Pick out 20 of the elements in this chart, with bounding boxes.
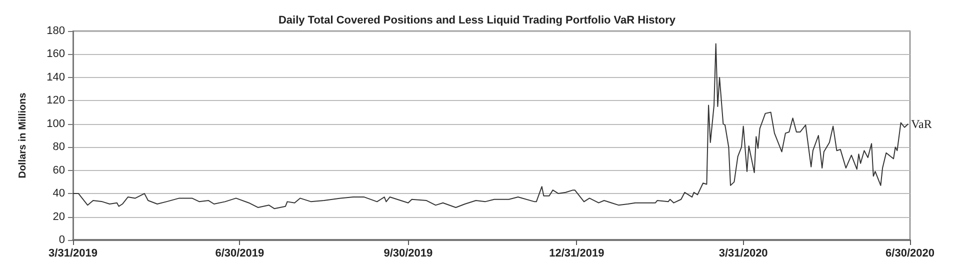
y-tick-label: 80 — [52, 141, 65, 154]
y-tick-label: 120 — [46, 94, 65, 107]
x-tick-label: 6/30/2019 — [215, 248, 264, 260]
y-tick-label: 180 — [46, 25, 65, 37]
y-tick-label: 40 — [52, 188, 65, 200]
line-series — [72, 43, 909, 210]
y-tick-label: 0 — [58, 234, 65, 246]
y-tick-label: 160 — [46, 48, 65, 60]
y-tick-label: 60 — [52, 164, 65, 176]
x-tick-label: 3/31/2019 — [48, 248, 98, 260]
y-tick-label: 140 — [46, 71, 65, 84]
y-tick-label: 20 — [52, 210, 65, 223]
x-tick-label: 3/31/2020 — [718, 248, 768, 260]
series-label: VaR — [911, 116, 932, 131]
chart-title: Daily Total Covered Positions and Less Liquid Trading Portfolio VaR History — [278, 14, 676, 26]
y-axis-title: Dollars in Millions — [18, 92, 28, 178]
x-tick-label: 6/30/2020 — [886, 248, 934, 260]
y-tick-label: 100 — [46, 118, 65, 130]
x-tick-label: 12/31/2019 — [549, 248, 604, 260]
x-tick-label: 9/30/2019 — [384, 248, 433, 260]
